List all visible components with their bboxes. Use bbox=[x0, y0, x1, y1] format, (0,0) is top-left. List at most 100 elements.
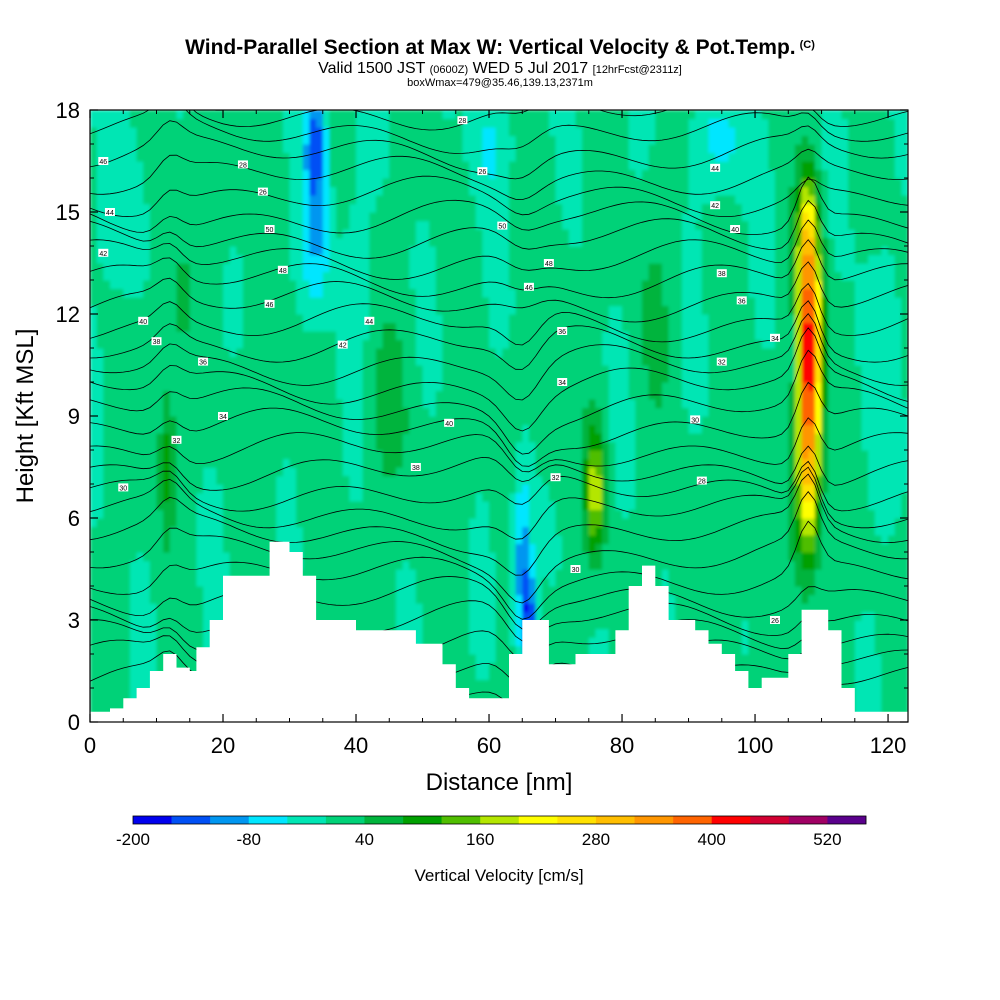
velocity-cell bbox=[774, 322, 796, 332]
velocity-cell bbox=[369, 305, 417, 315]
colorbar-swatch bbox=[788, 816, 828, 824]
velocity-cell bbox=[542, 628, 597, 638]
velocity-cell bbox=[349, 475, 364, 485]
velocity-cell bbox=[528, 543, 537, 553]
velocity-cell bbox=[442, 331, 490, 341]
velocity-cell bbox=[462, 110, 510, 120]
velocity-cell bbox=[156, 637, 204, 647]
velocity-cell bbox=[814, 305, 823, 315]
velocity-cell bbox=[508, 178, 557, 188]
contour-label: 30 bbox=[118, 483, 129, 492]
velocity-cell bbox=[828, 348, 856, 358]
velocity-cell bbox=[515, 526, 523, 536]
velocity-cell bbox=[901, 382, 908, 392]
velocity-cell bbox=[382, 331, 397, 341]
colorbar-tick-label: 160 bbox=[466, 830, 494, 849]
velocity-cell bbox=[641, 288, 663, 298]
velocity-cell bbox=[788, 475, 796, 485]
velocity-cell bbox=[901, 331, 908, 341]
velocity-cell bbox=[522, 535, 530, 545]
velocity-cell bbox=[582, 424, 590, 434]
velocity-cell bbox=[821, 526, 876, 536]
velocity-cell bbox=[568, 229, 583, 239]
velocity-cell bbox=[129, 662, 158, 672]
velocity-cell bbox=[103, 509, 164, 519]
velocity-cell bbox=[648, 144, 690, 154]
velocity-cell bbox=[329, 220, 337, 230]
velocity-cell bbox=[715, 195, 736, 205]
velocity-cell bbox=[528, 569, 537, 579]
velocity-cell bbox=[788, 484, 796, 494]
velocity-cell bbox=[196, 569, 231, 579]
velocity-cell bbox=[615, 475, 636, 485]
velocity-cell bbox=[442, 356, 603, 366]
velocity-cell bbox=[801, 484, 816, 494]
contour-label: 26 bbox=[477, 167, 488, 176]
velocity-cell bbox=[761, 110, 823, 120]
velocity-cell bbox=[163, 535, 171, 545]
velocity-cell bbox=[103, 424, 164, 434]
velocity-cell bbox=[535, 594, 543, 604]
velocity-cell bbox=[223, 288, 244, 298]
velocity-cell bbox=[508, 603, 517, 613]
velocity-cell bbox=[615, 450, 636, 460]
velocity-cell bbox=[329, 237, 370, 247]
velocity-cell bbox=[821, 492, 869, 502]
velocity-cell bbox=[562, 212, 583, 222]
velocity-cell bbox=[156, 441, 164, 451]
velocity-cell bbox=[881, 688, 908, 698]
velocity-cell bbox=[469, 569, 497, 579]
velocity-cell bbox=[329, 195, 337, 205]
velocity-cell bbox=[96, 195, 144, 205]
velocity-cell bbox=[362, 467, 384, 477]
velocity-cell bbox=[90, 186, 98, 196]
velocity-cell bbox=[794, 254, 803, 264]
velocity-cell bbox=[515, 543, 530, 553]
velocity-cell bbox=[788, 543, 796, 553]
x-tick-label: 60 bbox=[477, 733, 501, 758]
velocity-cell bbox=[821, 475, 829, 485]
velocity-cell bbox=[801, 356, 816, 366]
velocity-cell bbox=[515, 637, 523, 647]
velocity-cell bbox=[395, 577, 417, 587]
velocity-cell bbox=[608, 390, 630, 400]
velocity-cell bbox=[828, 297, 856, 307]
velocity-cell bbox=[469, 586, 497, 596]
velocity-cell bbox=[874, 526, 896, 536]
velocity-cell bbox=[655, 135, 690, 145]
velocity-cell bbox=[515, 484, 523, 494]
contour-label: 38 bbox=[410, 463, 421, 472]
velocity-cell bbox=[528, 552, 537, 562]
velocity-cell bbox=[96, 518, 164, 528]
velocity-cell bbox=[602, 424, 610, 434]
velocity-cell bbox=[894, 144, 908, 154]
velocity-cell bbox=[555, 518, 583, 528]
velocity-cell bbox=[362, 458, 384, 468]
velocity-cell bbox=[555, 501, 583, 511]
velocity-cell bbox=[302, 135, 311, 145]
velocity-cell bbox=[588, 526, 597, 536]
velocity-cell bbox=[389, 127, 464, 137]
velocity-cell bbox=[894, 127, 908, 137]
velocity-cell bbox=[149, 586, 204, 596]
velocity-cell bbox=[515, 297, 643, 307]
velocity-cell bbox=[748, 220, 776, 230]
velocity-cell bbox=[362, 475, 517, 485]
velocity-cell bbox=[395, 569, 417, 579]
velocity-cell bbox=[821, 484, 829, 494]
velocity-cell bbox=[169, 441, 178, 451]
velocity-cell bbox=[229, 569, 277, 579]
velocity-cell bbox=[415, 339, 444, 349]
velocity-cell bbox=[489, 305, 517, 315]
velocity-cell bbox=[595, 424, 603, 434]
velocity-cell bbox=[655, 110, 696, 120]
velocity-cell bbox=[661, 297, 683, 307]
velocity-cell bbox=[409, 560, 470, 570]
velocity-cell bbox=[103, 492, 158, 502]
velocity-cell bbox=[542, 611, 663, 621]
velocity-cell bbox=[508, 637, 517, 647]
velocity-cell bbox=[96, 220, 151, 230]
velocity-cell bbox=[794, 356, 803, 366]
velocity-cell bbox=[848, 118, 896, 128]
velocity-cell bbox=[156, 484, 164, 494]
